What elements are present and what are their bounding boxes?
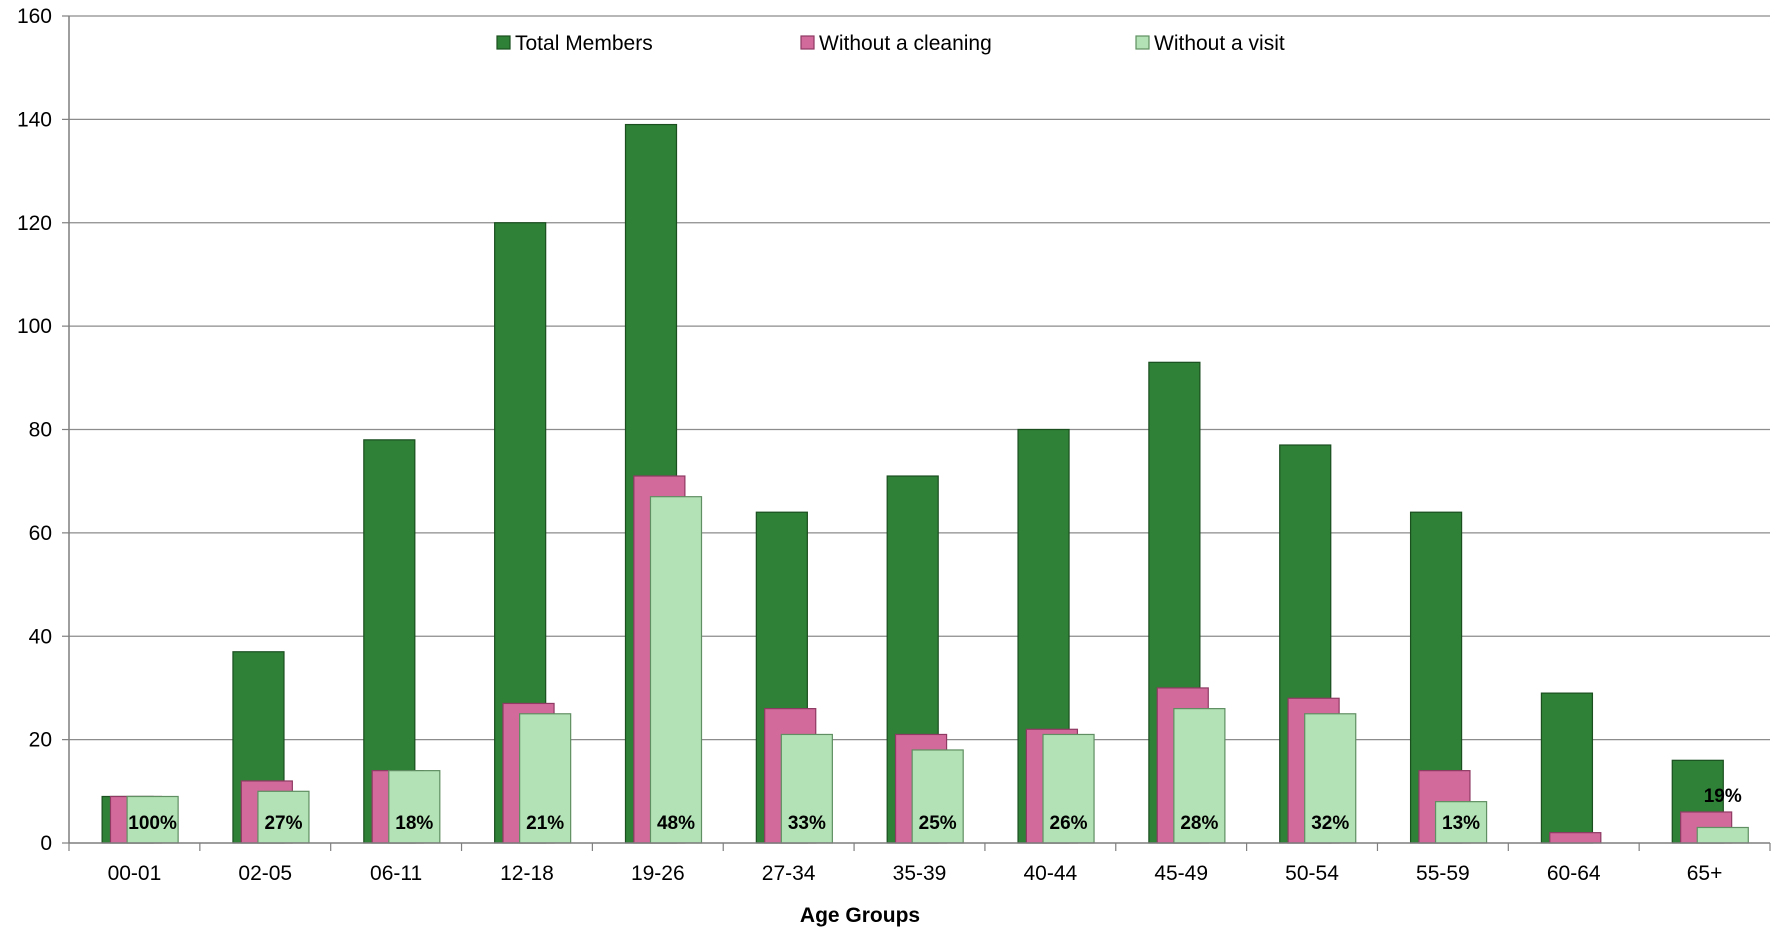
y-tick-label: 120 [17, 212, 52, 235]
legend: Total Members Without a cleaning Without a… [496, 32, 1285, 55]
y-tick-label: 60 [29, 522, 52, 545]
x-tick-label: 65+ [1687, 862, 1723, 885]
legend-label: Without a visit [1154, 32, 1285, 55]
bar-without-a-visit [388, 770, 441, 844]
data-label: 32% [1311, 813, 1349, 834]
legend-label: Without a cleaning [819, 32, 992, 55]
data-label: 33% [788, 813, 826, 834]
axes: 0 20 40 60 80 100 120 140 160 00-01 02-05 06-11 12-1… [17, 5, 1771, 885]
data-label: 25% [919, 813, 957, 834]
y-tick-label: 0 [40, 832, 52, 855]
x-tick-label: 12-18 [500, 862, 554, 885]
x-tick-label: 40-44 [1023, 862, 1077, 885]
bars [101, 123, 1749, 844]
x-tick-label: 35-39 [893, 862, 947, 885]
x-tick-label: 00-01 [108, 862, 162, 885]
y-tick-label: 160 [17, 5, 52, 28]
y-tick-label: 100 [17, 315, 52, 338]
legend-label: Total Members [515, 32, 653, 55]
bar-without-a-visit [126, 795, 179, 844]
x-tick-label: 06-11 [370, 862, 422, 885]
data-label: 13% [1442, 813, 1480, 834]
x-tick-label: 60-64 [1547, 862, 1601, 885]
legend-swatch [800, 35, 815, 50]
y-tick-label: 80 [29, 419, 52, 442]
y-tick-label: 140 [17, 108, 52, 131]
y-tick-label: 20 [29, 729, 52, 752]
bar-total-members [1540, 692, 1594, 844]
x-tick-label: 55-59 [1416, 862, 1470, 885]
bar-without-a-visit [649, 496, 703, 844]
legend-swatch [1135, 35, 1150, 50]
x-tick-label: 19-26 [631, 862, 685, 885]
x-tick-label: 02-05 [238, 862, 292, 885]
bar-without-a-visit [1696, 826, 1749, 844]
bar-without-a-visit [1304, 713, 1357, 844]
data-label: 100% [128, 813, 177, 834]
x-axis-title: Age Groups [800, 904, 920, 927]
data-label: 18% [395, 813, 433, 834]
x-tick-label: 27-34 [762, 862, 816, 885]
data-label: 48% [657, 813, 695, 834]
data-label: 26% [1050, 813, 1088, 834]
x-tick-label: 50-54 [1285, 862, 1339, 885]
bar-without-a-visit [1434, 801, 1488, 844]
bar-without-a-visit [780, 733, 833, 844]
y-tick-label: 40 [29, 625, 52, 648]
data-label: 19% [1704, 786, 1742, 807]
data-labels: 100% 27% 18% 21% 48% 33% 25% 26% 28% 32% 13% 19% [128, 786, 1742, 834]
data-label: 27% [264, 813, 302, 834]
bar-without-a-cleaning [1549, 832, 1602, 844]
bar-without-a-visit [257, 790, 310, 844]
data-label: 21% [526, 813, 564, 834]
x-tick-label: 45-49 [1154, 862, 1208, 885]
bar-without-a-visit [1173, 708, 1226, 844]
data-label: 28% [1180, 813, 1218, 834]
legend-swatch [496, 35, 511, 50]
